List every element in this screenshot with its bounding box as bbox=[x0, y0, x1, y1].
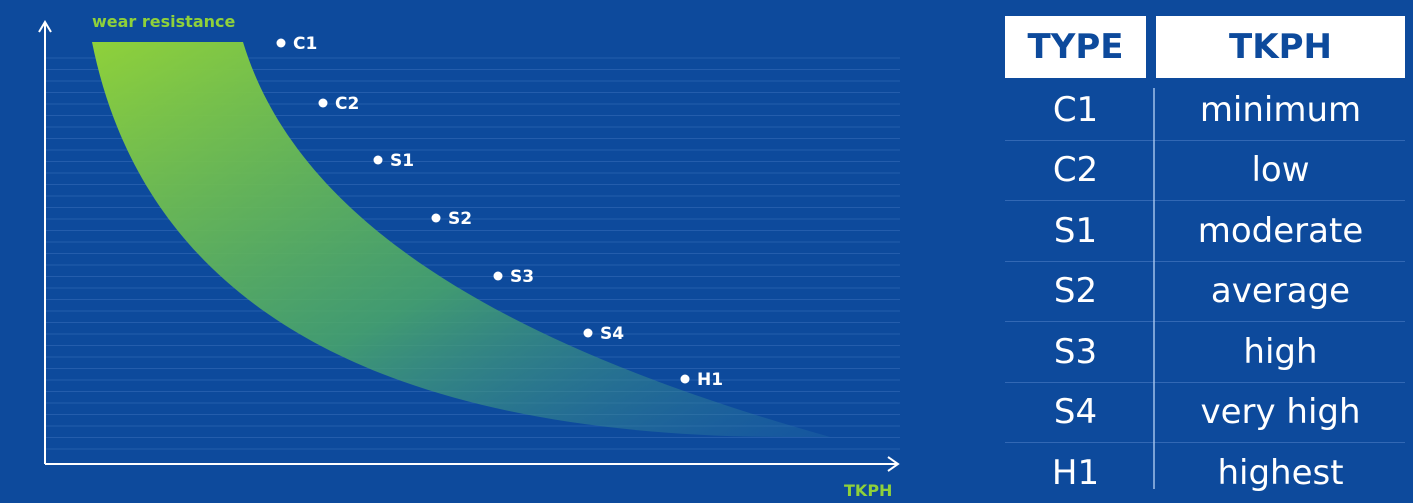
table-body: C1 minimum C2 low S1 moderate S2 average… bbox=[1005, 80, 1405, 503]
point-s3 bbox=[493, 271, 503, 281]
column-divider bbox=[1153, 88, 1155, 489]
cell-tkph: low bbox=[1251, 150, 1310, 191]
tkph-table: TYPE TKPH C1 minimum C2 low S1 moderate … bbox=[1005, 16, 1405, 503]
data-points: C1 C2 S1 S2 S3 S4 H1 bbox=[276, 34, 723, 390]
point-label-s2: S2 bbox=[448, 209, 472, 229]
cell-type: C2 bbox=[1052, 150, 1099, 191]
point-label-h1: H1 bbox=[697, 370, 723, 390]
point-label-s4: S4 bbox=[600, 324, 624, 344]
point-c2 bbox=[318, 98, 328, 108]
cell-tkph: average bbox=[1210, 271, 1351, 312]
cell-tkph: minimum bbox=[1199, 89, 1362, 130]
table-row: S1 moderate bbox=[1005, 201, 1405, 262]
cell-tkph: high bbox=[1243, 331, 1318, 372]
header-type: TYPE bbox=[1005, 16, 1146, 78]
x-axis-label: TKPH bbox=[844, 481, 892, 499]
table-row: C2 low bbox=[1005, 141, 1405, 201]
point-label-s1: S1 bbox=[390, 151, 414, 171]
cell-type: H1 bbox=[1051, 452, 1100, 493]
point-c1 bbox=[276, 38, 286, 48]
table-row: S4 very high bbox=[1005, 383, 1405, 443]
x-axis-arrow bbox=[887, 456, 900, 472]
y-axis-arrow bbox=[38, 20, 52, 33]
point-label-s3: S3 bbox=[510, 267, 534, 287]
point-label-c2: C2 bbox=[335, 94, 359, 114]
point-s1 bbox=[373, 155, 383, 165]
point-label-c1: C1 bbox=[293, 34, 317, 54]
point-h1 bbox=[680, 374, 690, 384]
point-s2 bbox=[431, 213, 441, 223]
point-s4 bbox=[583, 328, 593, 338]
cell-tkph: highest bbox=[1217, 452, 1344, 493]
table-row: C1 minimum bbox=[1005, 80, 1405, 141]
tkph-chart: wear resistance TKPH C1 C2 S1 S2 S3 S4 H1 bbox=[38, 12, 900, 499]
cell-tkph: very high bbox=[1200, 392, 1361, 433]
cell-type: S2 bbox=[1053, 271, 1098, 312]
cell-type: C1 bbox=[1052, 89, 1099, 130]
header-tkph: TKPH bbox=[1156, 16, 1405, 78]
table-header: TYPE TKPH bbox=[1005, 16, 1405, 80]
table-row: H1 highest bbox=[1005, 443, 1405, 503]
table-row: S3 high bbox=[1005, 322, 1405, 383]
table-row: S2 average bbox=[1005, 262, 1405, 322]
wear-band bbox=[92, 42, 830, 437]
cell-type: S1 bbox=[1053, 210, 1098, 251]
cell-type: S4 bbox=[1053, 392, 1098, 433]
cell-tkph: moderate bbox=[1197, 210, 1364, 251]
cell-type: S3 bbox=[1053, 331, 1098, 372]
y-axis-label: wear resistance bbox=[92, 12, 235, 31]
